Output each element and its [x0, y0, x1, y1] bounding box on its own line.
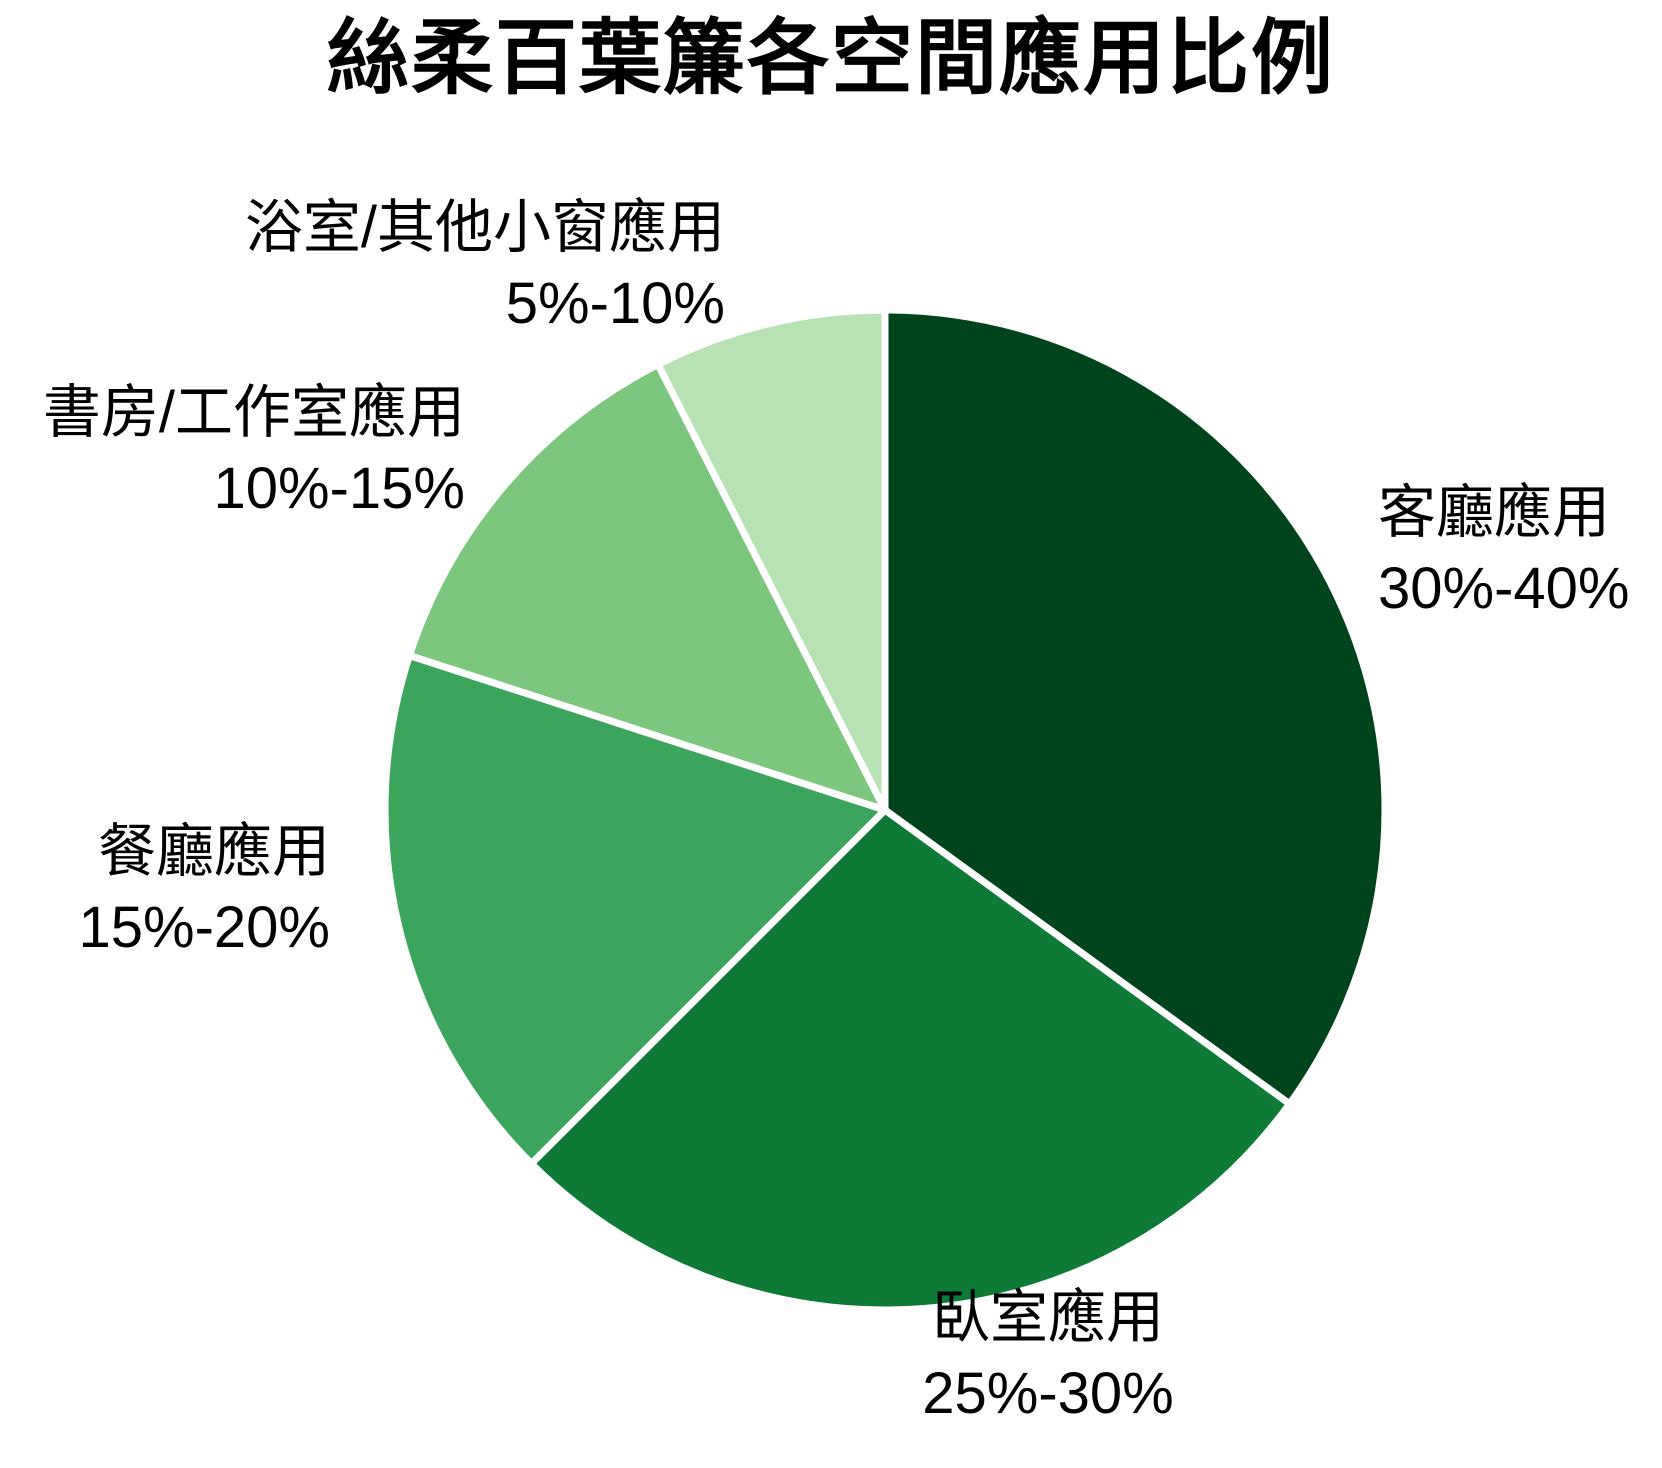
slice-name-text: 客廳應用 [1378, 480, 1611, 545]
chart-title: 絲柔百葉簾各空間應用比例 [326, 13, 1335, 104]
pie-slice-living-room [881, 306, 1389, 1108]
slice-name-text: 臥室應用 [931, 1285, 1165, 1350]
pie-slice-dining-room [381, 651, 889, 1168]
slice-name-text: 書房/工作室應用 [42, 380, 465, 445]
slice-value-text: 25%-30% [922, 1361, 1174, 1426]
slice-name-text: 餐廳應用 [97, 819, 330, 884]
slice-label-dining-room: 餐廳應用 15%-20% [79, 814, 330, 966]
slice-value-text: 30%-40% [1378, 556, 1630, 621]
slice-value-text: 5%-10% [505, 271, 725, 336]
slice-name-text: 浴室/其他小窗應用 [244, 195, 725, 260]
pie-slice-bathroom-small-windows [654, 306, 889, 814]
pie-slice-study-workspace [405, 361, 889, 814]
slice-label-bathroom-small-windows: 浴室/其他小窗應用 5%-10% [245, 190, 725, 342]
pie-slice-bedroom [527, 806, 1294, 1314]
slice-label-living-room: 客廳應用 30%-40% [1378, 475, 1629, 627]
slice-value-text: 10%-15% [213, 456, 465, 521]
slice-value-text: 15%-20% [78, 895, 330, 960]
slice-label-bedroom: 臥室應用 25%-30% [922, 1280, 1173, 1432]
slice-label-study-workspace: 書房/工作室應用 10%-15% [43, 375, 465, 527]
